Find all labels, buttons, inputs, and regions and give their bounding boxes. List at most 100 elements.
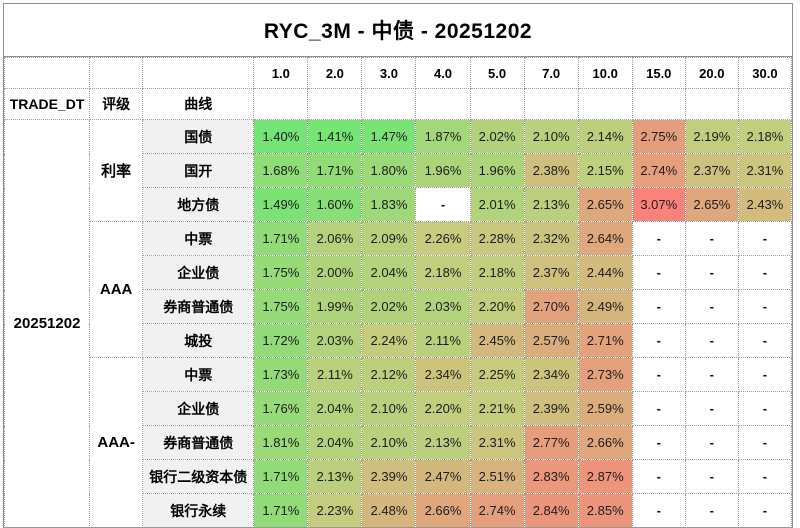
value-cell: 2.74% (631, 153, 686, 188)
header-blank (253, 88, 309, 120)
yield-curve-table: 1.0 2.0 3.0 4.0 5.0 7.0 10.0 15.0 20.0 30.0 TRADE_… (3, 57, 793, 528)
heatmap-sheet: RYC_3M - 中债 - 20251202 1.0 2.0 3.0 4.0 5.0 7.… (3, 3, 793, 528)
empty-cell: - (684, 323, 739, 358)
corner-blank (3, 57, 91, 89)
value-cell: 2.34% (523, 357, 579, 392)
value-cell: 1.68% (253, 153, 309, 188)
value-cell: 2.85% (577, 493, 633, 528)
value-cell: 1.71% (253, 459, 309, 494)
value-cell: 1.71% (253, 493, 309, 528)
value-cell: 1.71% (253, 221, 309, 256)
value-cell: 2.09% (361, 221, 417, 256)
value-cell: 2.39% (523, 391, 579, 426)
value-cell: 2.32% (523, 221, 579, 256)
empty-cell: - (631, 459, 686, 494)
value-cell: 2.66% (415, 493, 471, 528)
value-cell: 2.11% (415, 323, 471, 358)
tenor-header: 10.0 (577, 57, 633, 89)
empty-cell: - (737, 289, 793, 324)
value-cell: 1.49% (253, 187, 309, 222)
value-cell: 1.41% (307, 119, 363, 154)
header-blank (361, 88, 417, 120)
tenor-header: 30.0 (737, 57, 793, 89)
corner-blank (89, 57, 144, 89)
value-cell: 1.80% (361, 153, 417, 188)
value-cell: 1.99% (307, 289, 363, 324)
value-cell: 2.28% (469, 221, 525, 256)
curve-label: 企业债 (142, 255, 255, 290)
header-blank (737, 88, 793, 120)
table-row: 国开 1.68% 1.71% 1.80% 1.96% 1.96% 2.38% 2.15% 2.7… (5, 153, 793, 188)
empty-cell: - (737, 493, 793, 528)
value-cell: 1.76% (253, 391, 309, 426)
value-cell: 1.47% (361, 119, 417, 154)
header-blank (469, 88, 525, 120)
value-cell: 2.44% (577, 255, 633, 290)
header-blank (577, 88, 633, 120)
tenor-header: 4.0 (415, 57, 471, 89)
empty-cell: - (684, 391, 739, 426)
empty-cell: - (631, 357, 686, 392)
value-cell: 2.75% (631, 119, 686, 154)
value-cell: 1.83% (361, 187, 417, 222)
empty-cell: - (737, 221, 793, 256)
value-cell: 1.96% (469, 153, 525, 188)
value-cell: 2.38% (523, 153, 579, 188)
empty-cell: - (737, 391, 793, 426)
curve-label: 银行二级资本债 (142, 459, 255, 494)
value-cell: 2.10% (361, 425, 417, 460)
value-cell: 1.71% (307, 153, 363, 188)
table-row: 银行永续 1.71% 2.23% 2.48% 2.66% 2.74% 2.84% 2.85% -… (5, 493, 793, 528)
curve-label: 银行永续 (142, 493, 255, 528)
value-cell: 2.04% (307, 391, 363, 426)
value-cell: 2.74% (469, 493, 525, 528)
value-cell: 2.37% (684, 153, 739, 188)
curve-header: 曲线 (142, 88, 255, 120)
value-cell: 2.49% (577, 289, 633, 324)
value-cell: 2.10% (361, 391, 417, 426)
table-row: 20251202 利率 国债 1.40% 1.41% 1.47% 1.87% 2.02% 2.1… (3, 119, 793, 528)
value-cell: 2.70% (523, 289, 579, 324)
empty-cell: - (737, 255, 793, 290)
table-row: AAA- 中票 1.73% 2.11% 2.12% 2.34% 2.25% 2.34% 2.73… (5, 357, 793, 528)
curve-label: 券商普通债 (142, 289, 255, 324)
value-cell: 2.03% (307, 323, 363, 358)
tenor-header: 1.0 (253, 57, 309, 89)
tenor-header-row: 1.0 2.0 3.0 4.0 5.0 7.0 10.0 15.0 20.0 30.0 (3, 57, 793, 89)
value-cell: 2.57% (523, 323, 579, 358)
tenor-header: 5.0 (469, 57, 525, 89)
value-cell: 2.48% (361, 493, 417, 528)
table-row: AAA 中票 1.71% 2.06% 2.09% 2.26% 2.28% 2.32% 2.64%… (5, 221, 793, 358)
curve-label: 中票 (142, 221, 255, 256)
value-cell: 2.20% (469, 289, 525, 324)
value-cell: 1.60% (307, 187, 363, 222)
value-cell: 2.65% (684, 187, 739, 222)
empty-cell: - (631, 289, 686, 324)
value-cell: 2.64% (577, 221, 633, 256)
empty-cell: - (737, 323, 793, 358)
chart-title: RYC_3M - 中债 - 20251202 (263, 20, 533, 43)
value-cell: 2.19% (684, 119, 739, 154)
value-cell: 2.00% (307, 255, 363, 290)
value-cell: 2.02% (361, 289, 417, 324)
value-cell: 2.06% (307, 221, 363, 256)
empty-cell: - (737, 459, 793, 494)
table-row: 地方债 1.49% 1.60% 1.83% -2.01% 2.13% 2.65% 3.07% 2… (5, 187, 793, 222)
table-row: 券商普通债 1.81% 2.04% 2.10% 2.13% 2.31% 2.77% 2.66%… (5, 425, 793, 460)
value-cell: 3.07% (631, 187, 686, 222)
rating-label: 利率 (89, 119, 144, 222)
value-cell: 2.02% (469, 119, 525, 154)
table-row: 企业债 1.76% 2.04% 2.10% 2.20% 2.21% 2.39% 2.59% - -… (5, 391, 793, 426)
value-cell: 2.39% (361, 459, 417, 494)
empty-cell: - (631, 323, 686, 358)
curve-label: 城投 (142, 323, 255, 358)
value-cell: 2.51% (469, 459, 525, 494)
value-cell: 2.66% (577, 425, 633, 460)
value-cell: 1.75% (253, 289, 309, 324)
empty-cell: - (631, 221, 686, 256)
empty-cell: - (684, 493, 739, 528)
table-row: 城投 1.72% 2.03% 2.24% 2.11% 2.45% 2.57% 2.71% - - - (5, 323, 793, 358)
value-cell: 2.13% (307, 459, 363, 494)
value-cell: 2.01% (469, 187, 525, 222)
tenor-header: 3.0 (361, 57, 417, 89)
